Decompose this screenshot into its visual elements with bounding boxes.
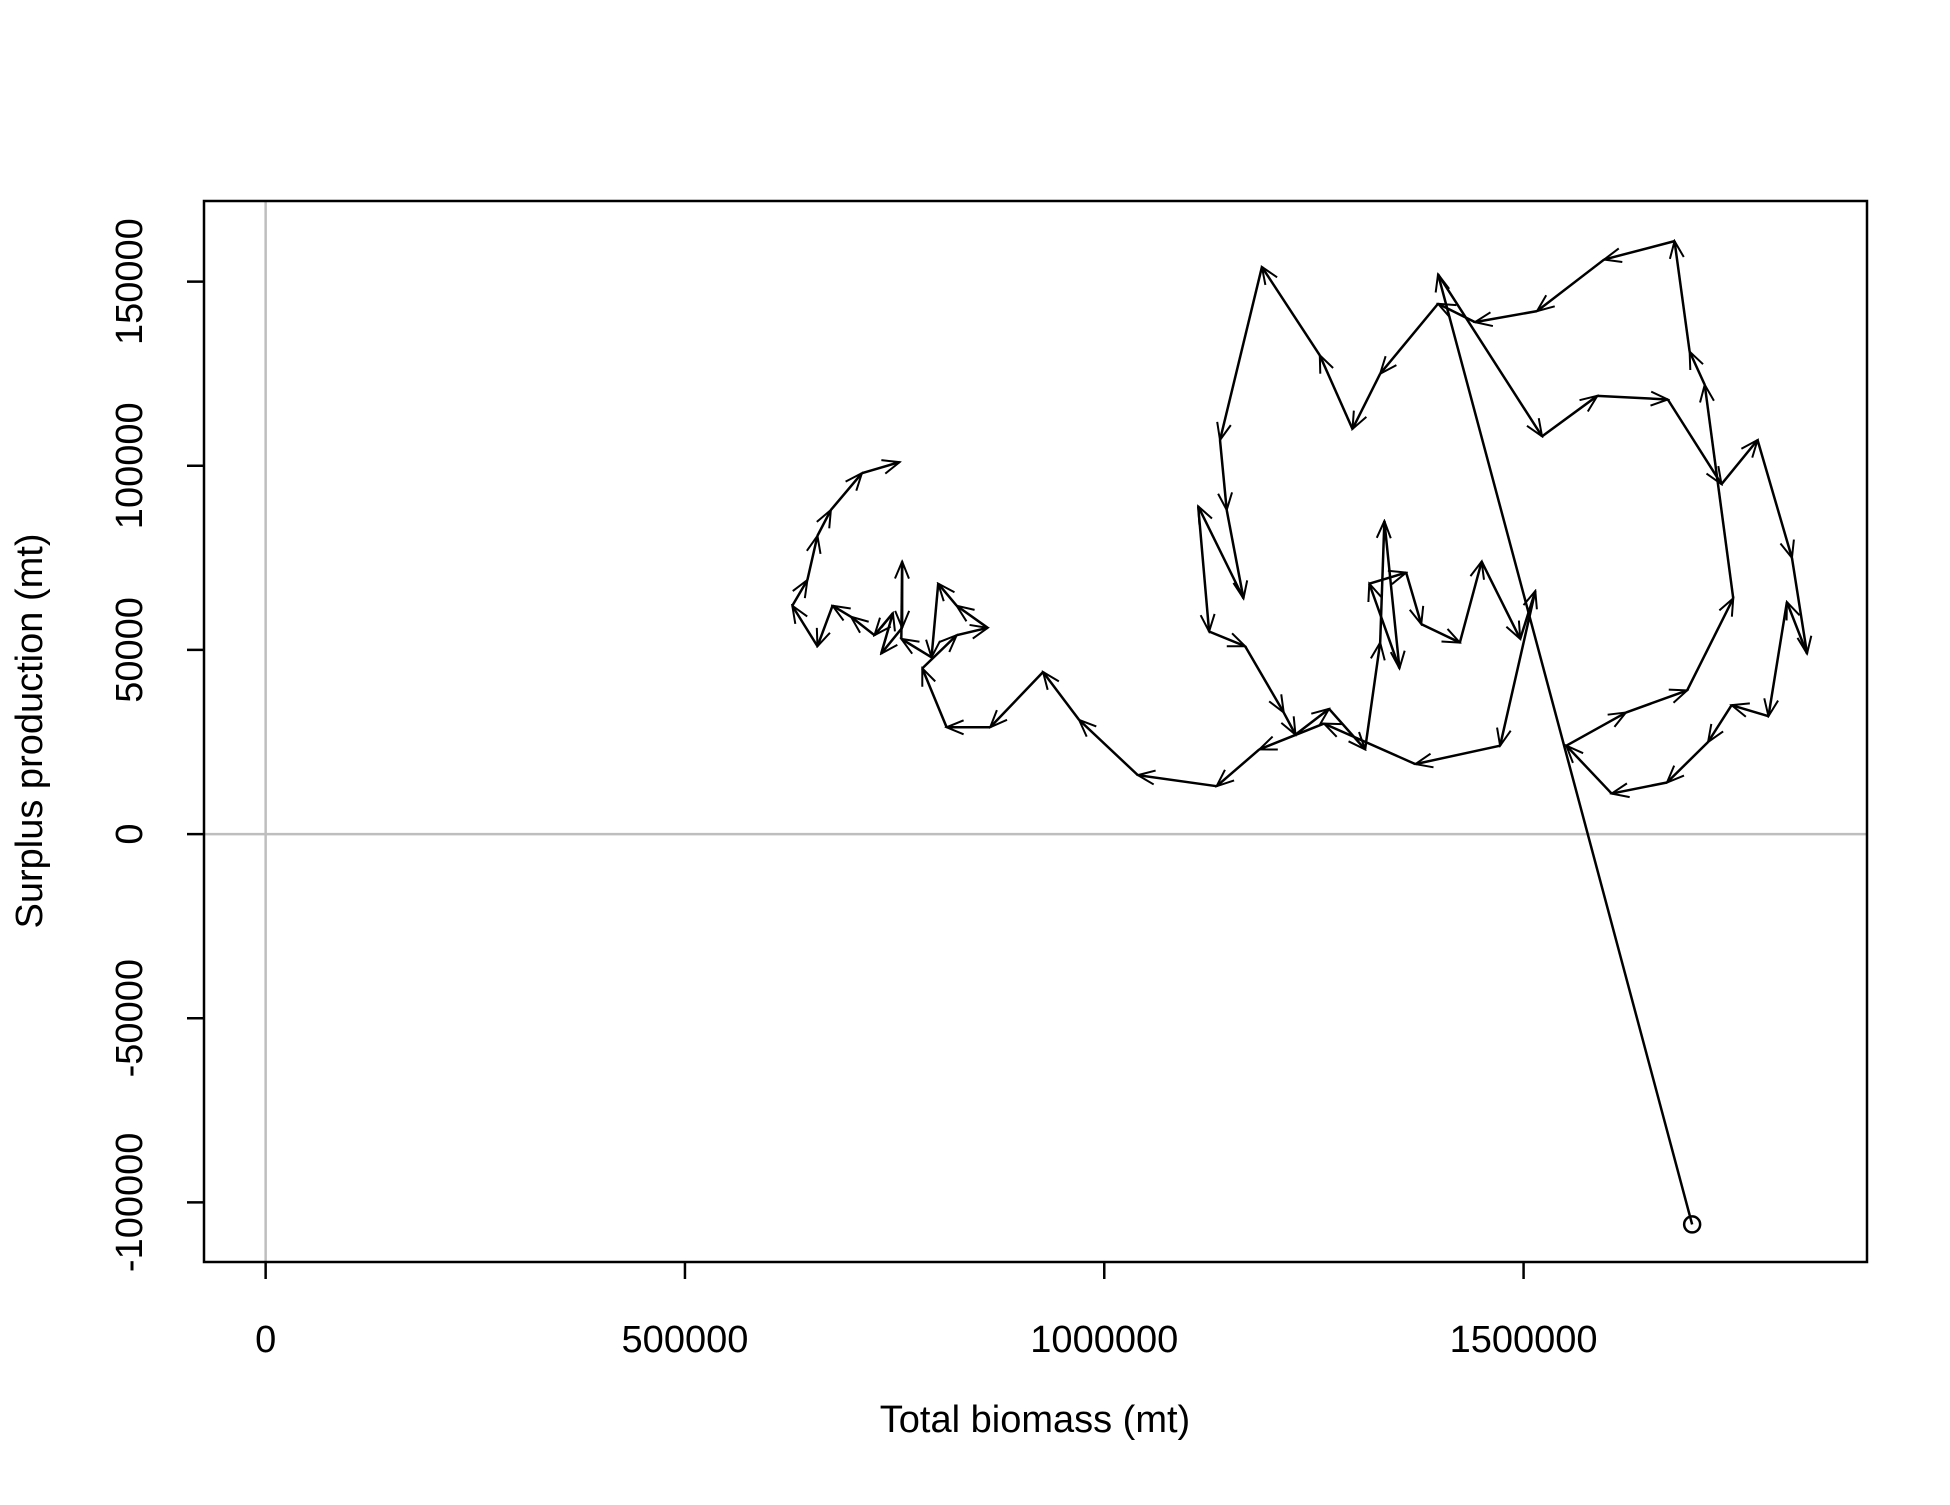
arrow <box>1438 274 1694 1225</box>
arrow <box>1328 708 1365 750</box>
arrow <box>1324 722 1416 766</box>
arrow <box>1500 590 1537 746</box>
arrow <box>817 510 830 537</box>
arrow <box>1438 304 1476 324</box>
x-tick-label: 1500000 <box>1450 1319 1598 1361</box>
arrow <box>792 606 819 647</box>
arrow <box>1666 398 1722 485</box>
arrow <box>990 671 1044 727</box>
arrow <box>1353 373 1382 429</box>
arrow <box>1458 562 1482 643</box>
arrow <box>833 606 852 617</box>
arrow <box>1225 509 1244 598</box>
arrow <box>921 668 948 728</box>
arrow <box>1284 711 1296 735</box>
arrow <box>817 605 834 647</box>
arrow <box>1566 746 1613 795</box>
y-tick-label: 100000 <box>109 402 151 529</box>
arrow <box>1565 713 1626 747</box>
arrow <box>1404 572 1421 625</box>
arrow <box>1537 258 1605 312</box>
arrow <box>1768 601 1789 716</box>
arrow <box>1217 748 1261 786</box>
arrow <box>1079 720 1139 777</box>
arrow <box>851 617 876 637</box>
arrow <box>1196 506 1209 631</box>
arrow <box>1262 267 1321 356</box>
arrow <box>1138 775 1217 788</box>
arrow <box>1043 672 1081 721</box>
arrow <box>807 536 817 581</box>
arrow <box>1625 690 1687 714</box>
start-point <box>1682 1215 1702 1234</box>
arrow <box>1363 643 1380 750</box>
y-tick-label: 50000 <box>109 597 151 703</box>
arrow <box>881 627 904 654</box>
arrow <box>1475 309 1538 322</box>
arrow <box>1541 396 1597 438</box>
arrow <box>956 628 988 635</box>
arrow <box>1708 704 1733 742</box>
arrow <box>1688 352 1706 386</box>
arrow <box>901 639 933 659</box>
arrow <box>938 584 958 607</box>
arrow <box>1198 506 1245 599</box>
arrow <box>1705 385 1735 599</box>
arrow <box>1420 623 1460 642</box>
arrow <box>1369 584 1401 669</box>
arrow <box>1383 520 1399 668</box>
x-tick-label: 1000000 <box>1030 1319 1178 1361</box>
arrow <box>1294 709 1329 736</box>
arrow <box>1612 781 1668 794</box>
y-tick-label: -50000 <box>109 959 151 1077</box>
arrow <box>874 612 894 635</box>
arrow <box>829 473 862 511</box>
arrow <box>1720 440 1757 485</box>
arrow <box>1259 722 1325 750</box>
arrow <box>1415 744 1501 764</box>
arrow <box>791 580 807 607</box>
arrow <box>1436 273 1542 436</box>
arrow <box>1480 560 1521 639</box>
y-tick-label: 150000 <box>109 218 151 345</box>
arrow <box>1220 266 1264 440</box>
arrow <box>1318 355 1354 430</box>
arrow <box>1675 241 1691 352</box>
arrow <box>1597 396 1667 400</box>
arrow <box>1368 573 1406 584</box>
x-axis-label: Total biomass (mt) <box>880 1399 1190 1441</box>
arrow <box>1685 598 1733 691</box>
arrow <box>957 606 989 629</box>
arrow <box>1732 705 1769 716</box>
arrow <box>1787 602 1809 655</box>
y-axis-label: Surplus production (mt) <box>9 534 51 929</box>
x-tick-label: 0 <box>255 1319 276 1361</box>
y-tick-label: 0 <box>109 823 151 844</box>
arrow <box>1208 630 1245 648</box>
arrow <box>932 583 939 658</box>
y-tick-label: -100000 <box>109 1133 151 1272</box>
arrow <box>921 635 956 670</box>
arrow <box>861 462 900 473</box>
arrow <box>1220 439 1227 510</box>
arrow <box>1790 557 1807 654</box>
plot-frame <box>202 199 1869 1264</box>
arrow <box>1604 239 1675 259</box>
arrow <box>1380 302 1440 374</box>
arrow <box>1667 741 1709 783</box>
arrow <box>1756 439 1792 558</box>
arrow <box>1244 645 1284 712</box>
x-tick-label: 500000 <box>622 1319 749 1361</box>
